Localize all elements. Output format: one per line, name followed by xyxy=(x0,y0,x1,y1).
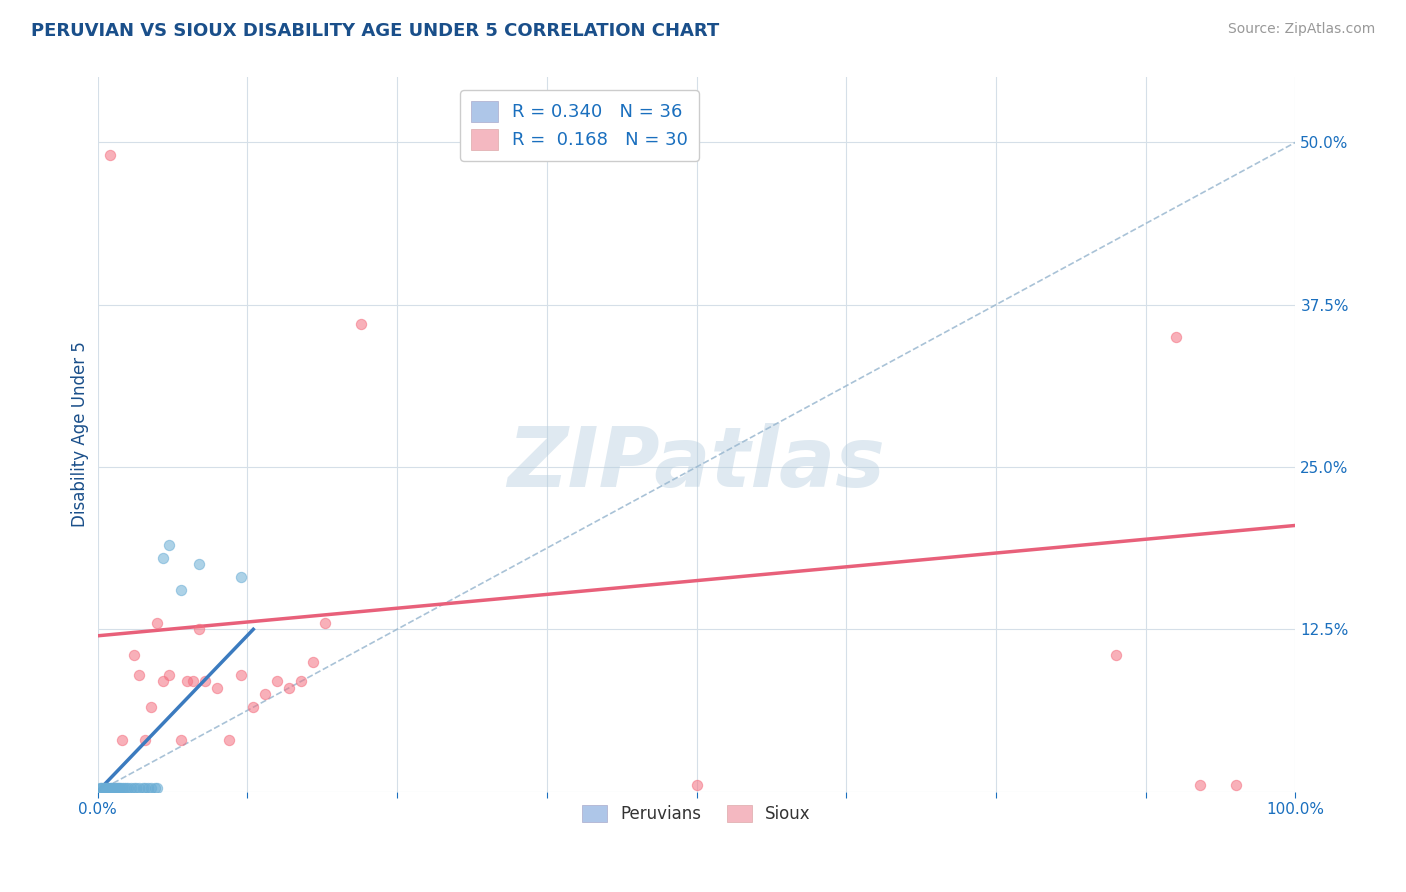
Point xyxy=(314,615,336,630)
Point xyxy=(183,674,205,689)
Point xyxy=(104,780,127,795)
Point xyxy=(141,780,163,795)
Point xyxy=(278,681,301,695)
Point xyxy=(170,732,193,747)
Point xyxy=(115,780,138,795)
Point xyxy=(685,778,707,792)
Point xyxy=(98,780,121,795)
Point xyxy=(290,674,312,689)
Point xyxy=(152,674,174,689)
Point xyxy=(94,780,117,795)
Point xyxy=(194,674,217,689)
Point xyxy=(350,317,373,331)
Point xyxy=(134,780,156,795)
Point xyxy=(101,780,124,795)
Point xyxy=(1225,778,1247,792)
Text: Source: ZipAtlas.com: Source: ZipAtlas.com xyxy=(1227,22,1375,37)
Point xyxy=(122,780,145,795)
Y-axis label: Disability Age Under 5: Disability Age Under 5 xyxy=(72,342,89,527)
Point xyxy=(146,615,169,630)
Point xyxy=(128,667,150,681)
Point xyxy=(117,780,139,795)
Point xyxy=(136,780,159,795)
Point xyxy=(231,570,253,584)
Point xyxy=(96,780,118,795)
Point xyxy=(218,732,240,747)
Point xyxy=(97,780,120,795)
Point xyxy=(98,148,121,162)
Point xyxy=(110,780,132,795)
Point xyxy=(112,780,135,795)
Text: ZIPatlas: ZIPatlas xyxy=(508,423,886,504)
Point xyxy=(302,655,325,669)
Point xyxy=(110,732,132,747)
Point xyxy=(188,558,211,572)
Point xyxy=(1164,330,1187,344)
Point xyxy=(159,667,181,681)
Point xyxy=(141,700,163,714)
Point xyxy=(101,780,124,795)
Point xyxy=(231,667,253,681)
Point xyxy=(170,583,193,598)
Point xyxy=(152,550,174,565)
Point xyxy=(110,780,132,795)
Point xyxy=(188,623,211,637)
Point xyxy=(89,780,111,795)
Point xyxy=(120,780,142,795)
Point xyxy=(207,681,229,695)
Text: PERUVIAN VS SIOUX DISABILITY AGE UNDER 5 CORRELATION CHART: PERUVIAN VS SIOUX DISABILITY AGE UNDER 5… xyxy=(31,22,720,40)
Point xyxy=(242,700,264,714)
Point xyxy=(176,674,198,689)
Point xyxy=(108,780,131,795)
Point xyxy=(1188,778,1211,792)
Point xyxy=(105,780,128,795)
Point xyxy=(90,780,112,795)
Point xyxy=(128,780,150,795)
Point xyxy=(254,687,277,701)
Point xyxy=(266,674,288,689)
Point xyxy=(107,780,129,795)
Point xyxy=(94,780,117,795)
Point xyxy=(159,538,181,552)
Point xyxy=(1105,648,1128,663)
Point xyxy=(93,780,115,795)
Point xyxy=(122,648,145,663)
Point xyxy=(100,780,122,795)
Legend: Peruvians, Sioux: Peruvians, Sioux xyxy=(575,798,817,830)
Point xyxy=(132,780,155,795)
Point xyxy=(125,780,148,795)
Point xyxy=(134,732,156,747)
Point xyxy=(91,780,114,795)
Point xyxy=(146,780,169,795)
Point xyxy=(143,780,166,795)
